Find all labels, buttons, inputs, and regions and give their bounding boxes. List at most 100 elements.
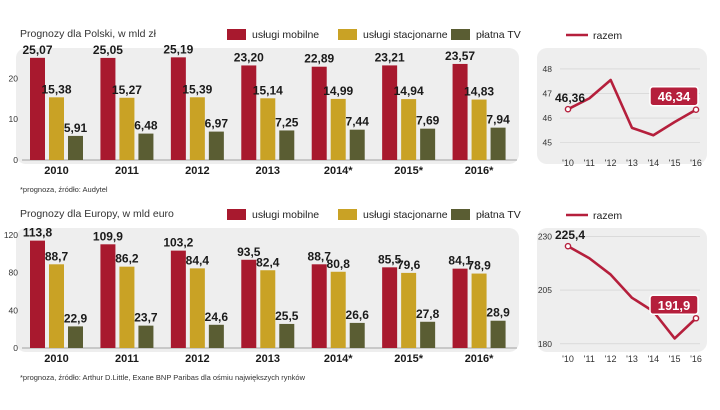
bar-value-label: 24,6 — [205, 310, 229, 324]
bar-mobile — [311, 264, 327, 348]
y-tick-label: 47 — [543, 88, 553, 98]
bar-fixed — [401, 99, 417, 160]
bar-mobile — [170, 57, 186, 160]
x-tick-label: '10 — [562, 354, 574, 364]
legend-label-total: razem — [593, 30, 622, 42]
x-tick-label: '14 — [647, 158, 659, 168]
bar-mobile — [100, 57, 116, 160]
bar-fixed — [471, 99, 487, 160]
total-line — [567, 78, 697, 137]
europe-chart-title: Prognozy dla Europy, w mld euro — [20, 208, 174, 220]
legend-swatch-tv — [451, 209, 470, 220]
x-category-label: 2015* — [394, 165, 423, 177]
y-tick-label: 20 — [9, 73, 19, 83]
line-point — [692, 106, 700, 114]
bar-mobile — [311, 66, 327, 160]
x-tick-label: '12 — [605, 158, 617, 168]
x-category-label: 2014* — [324, 353, 353, 365]
bar-value-label: 84,1 — [448, 254, 472, 268]
bar-value-label: 15,38 — [41, 82, 71, 96]
legend-swatch-fixed — [338, 209, 357, 220]
bar-mobile — [100, 244, 116, 348]
x-tick-label: '10 — [562, 158, 574, 168]
legend-label-mobile: usługi mobilne — [252, 209, 319, 221]
bar-value-label: 22,9 — [64, 311, 88, 325]
bar-value-label: 25,07 — [22, 43, 52, 57]
bar-tv — [208, 131, 224, 160]
first-value-label: 46,36 — [555, 91, 585, 105]
bar-fixed — [401, 272, 417, 348]
x-tick-label: '11 — [584, 354, 595, 364]
bar-value-label: 103,2 — [163, 236, 193, 250]
last-value-badge — [649, 294, 699, 316]
bar-fixed — [49, 97, 64, 160]
x-category-label: 2011 — [115, 165, 139, 177]
bar-tv — [138, 133, 154, 160]
bar-tv — [279, 323, 295, 348]
bar-tv — [490, 127, 506, 160]
legend-swatch-mobile — [227, 29, 246, 40]
x-tick-label: '15 — [669, 158, 681, 168]
bar-tv — [68, 326, 83, 348]
bar-value-label: 15,27 — [112, 83, 142, 97]
poland-chart-title: Prognozy dla Polski, w mld zł — [20, 28, 157, 40]
bar-value-label: 82,4 — [256, 255, 280, 269]
bar-tv — [68, 135, 83, 160]
legend-label-fixed: usługi stacjonarne — [363, 209, 448, 221]
bar-fixed — [119, 97, 135, 160]
bar-value-label: 7,94 — [486, 113, 510, 127]
legend-label-mobile: usługi mobilne — [252, 29, 319, 41]
europe-legend: usługi mobilne usługi stacjonarne płatna… — [227, 209, 622, 222]
bar-fixed — [119, 266, 135, 348]
bar-value-label: 7,44 — [346, 115, 370, 129]
bar-fixed — [330, 271, 346, 348]
bar-value-label: 88,7 — [308, 249, 332, 263]
last-value-label: 46,34 — [658, 89, 691, 104]
y-tick-label: 48 — [543, 64, 553, 74]
bar-mobile — [30, 57, 45, 160]
bar-value-label: 86,2 — [115, 252, 139, 266]
poland-legend: usługi mobilne usługi stacjonarne płatna… — [227, 29, 622, 42]
bar-value-label: 6,97 — [205, 117, 229, 131]
bar-value-label: 80,8 — [327, 257, 351, 271]
bar-mobile — [241, 65, 257, 160]
europe-line-chart: 180 205 230 '10 '11 '12 '13 '14 '15 '16 225,4 191,9 — [538, 228, 702, 364]
x-tick-label: '15 — [669, 354, 681, 364]
bar-mobile — [241, 259, 257, 348]
x-category-label: 2013 — [256, 353, 280, 365]
y-tick-label: 120 — [4, 230, 18, 240]
bar-mobile — [30, 240, 45, 348]
legend-label-tv: płatna TV — [476, 29, 521, 41]
bar-value-label: 23,57 — [445, 49, 475, 63]
bar-value-label: 88,7 — [45, 249, 69, 263]
bar-value-label: 109,9 — [93, 229, 123, 243]
y-tick-label: 0 — [13, 155, 18, 165]
bar-fixed — [189, 97, 205, 160]
y-tick-label: 45 — [543, 138, 553, 148]
bar-fixed — [260, 98, 276, 160]
bar-value-label: 25,05 — [93, 43, 123, 57]
bar-tv — [420, 321, 436, 348]
last-value-label: 191,9 — [658, 298, 691, 313]
line-point — [564, 242, 572, 250]
x-tick-label: '13 — [626, 354, 638, 364]
last-value-badge — [649, 85, 699, 107]
europe-note: *prognoza, źródło: Arthur D.Little, Exan… — [20, 373, 306, 382]
x-category-label: 2014* — [324, 165, 353, 177]
legend-swatch-tv — [451, 29, 470, 40]
y-tick-label: 205 — [538, 285, 552, 295]
bar-tv — [420, 128, 436, 160]
poland-note: *prognoza, źródło: Audytel — [20, 185, 108, 194]
legend-label-fixed: usługi stacjonarne — [363, 29, 448, 41]
bar-value-label: 79,6 — [397, 258, 421, 272]
bar-value-label: 93,5 — [237, 245, 261, 259]
bar-value-label: 14,94 — [394, 84, 424, 98]
x-category-label: 2016* — [465, 353, 494, 365]
bar-value-label: 113,8 — [23, 226, 53, 240]
x-category-label: 2010 — [44, 353, 68, 365]
x-category-label: 2013 — [256, 165, 280, 177]
y-tick-label: 180 — [538, 339, 552, 349]
y-tick-label: 80 — [9, 268, 19, 278]
